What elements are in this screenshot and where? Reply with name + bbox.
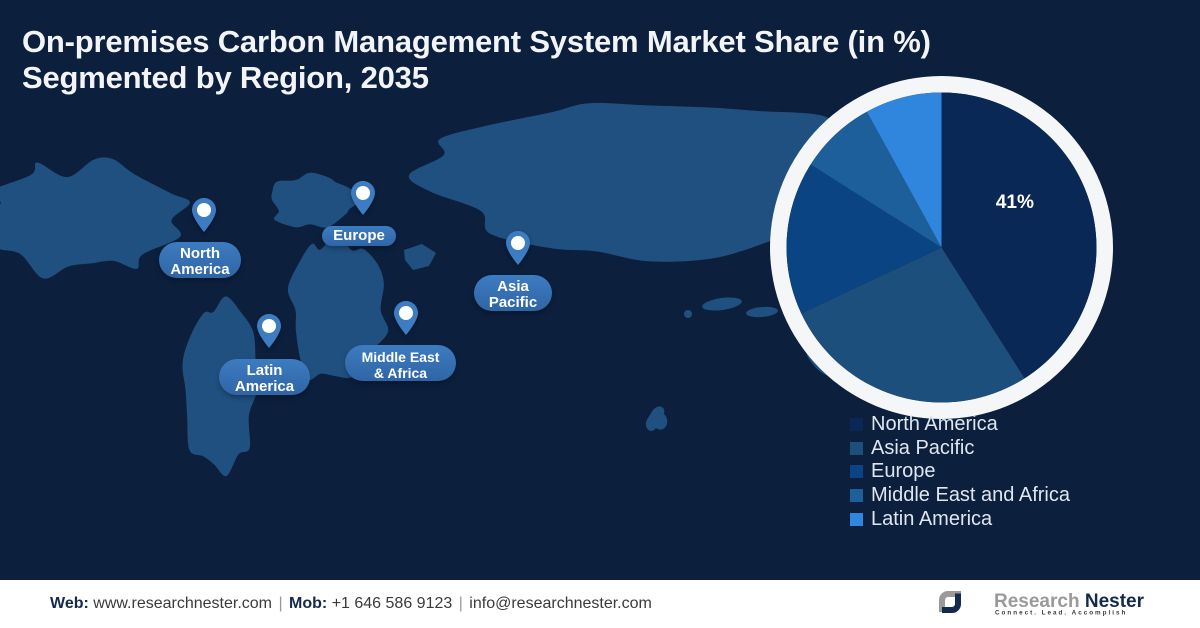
- svg-text:41%: 41%: [996, 192, 1034, 213]
- svg-text:Connect. Lead. Accomplish: Connect. Lead. Accomplish: [995, 610, 1127, 617]
